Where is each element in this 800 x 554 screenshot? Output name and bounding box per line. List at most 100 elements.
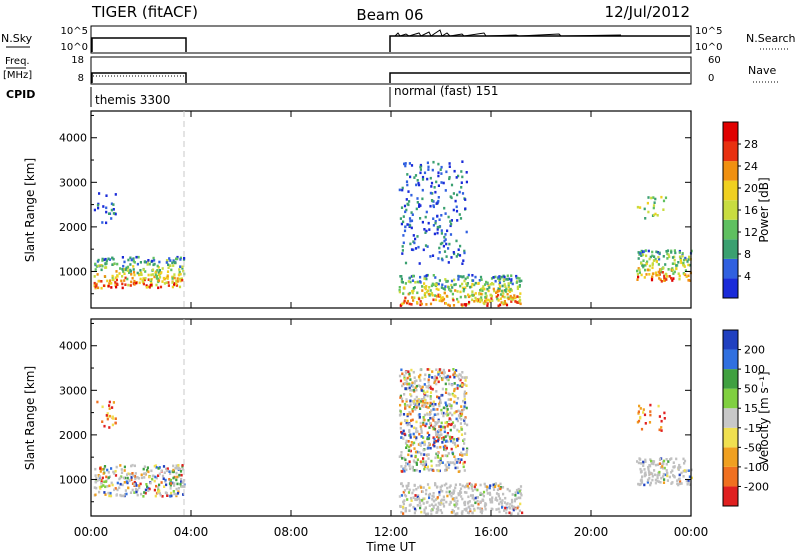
scatter-cell <box>434 403 437 406</box>
scatter-cell <box>497 276 500 279</box>
scatter-cell <box>430 387 433 390</box>
scatter-cell <box>112 470 115 474</box>
scatter-cell <box>463 395 466 398</box>
scatter-cell <box>123 279 126 282</box>
scatter-cell <box>144 472 147 475</box>
scatter-cell <box>655 259 658 263</box>
scatter-cell <box>416 301 419 304</box>
scatter-cell <box>114 417 117 420</box>
scatter-cell <box>436 225 439 229</box>
scatter-cell <box>160 481 163 484</box>
scatter-cell <box>451 436 454 439</box>
scatter-cell <box>421 490 424 493</box>
scatter-cell <box>143 260 146 264</box>
scatter-cell <box>517 487 520 491</box>
scatter-cell <box>489 484 492 487</box>
scatter-cell <box>130 476 133 479</box>
scatter-cell <box>505 511 508 515</box>
scatter-cell <box>463 390 466 394</box>
scatter-cell <box>481 289 484 292</box>
scatter-cell <box>108 426 111 429</box>
scatter-cell <box>678 255 682 259</box>
scatter-cell <box>112 208 115 211</box>
colorbar-tick-label: 28 <box>744 138 758 151</box>
scatter-cell <box>438 493 441 497</box>
scatter-cell <box>420 429 423 433</box>
scatter-cell <box>483 287 486 291</box>
scatter-cell <box>179 272 182 276</box>
scatter-cell <box>147 259 150 262</box>
scatter-cell <box>450 447 453 451</box>
scatter-cell <box>473 498 476 501</box>
scatter-cell <box>429 176 432 180</box>
scatter-cell <box>519 496 522 500</box>
scatter-cell <box>489 283 492 286</box>
scatter-cell <box>413 380 417 383</box>
scatter-cell <box>436 231 439 235</box>
scatter-cell <box>443 288 446 291</box>
scatter-cell <box>124 493 127 496</box>
scatter-cell <box>667 460 670 463</box>
scatter-cell <box>438 299 441 303</box>
scatter-cell <box>418 183 421 187</box>
scatter-cell <box>427 453 430 456</box>
scatter-cell <box>461 192 465 195</box>
scatter-cell <box>433 232 436 236</box>
scatter-cell <box>414 281 417 284</box>
scatter-cell <box>162 276 165 280</box>
scatter-cell <box>506 292 509 296</box>
scatter-cell <box>432 200 435 203</box>
nsearch-label: N.Search <box>746 32 796 45</box>
scatter-cell <box>453 441 457 445</box>
scatter-cell <box>479 289 482 292</box>
colorbar-tick-label: 16 <box>744 204 758 217</box>
scatter-cell <box>461 383 464 387</box>
scatter-cell <box>154 273 157 277</box>
scatter-cell <box>459 374 462 377</box>
scatter-cell <box>426 413 429 416</box>
scatter-cell <box>687 258 690 261</box>
scatter-cell <box>158 466 161 469</box>
scatter-cell <box>460 451 463 455</box>
scatter-cell <box>437 428 441 432</box>
scatter-cell <box>416 197 419 200</box>
scatter-cell <box>444 233 447 236</box>
scatter-cell <box>456 387 459 390</box>
scatter-cell <box>436 395 439 399</box>
scatter-cell <box>658 277 661 280</box>
scatter-cell <box>128 271 131 274</box>
scatter-cell <box>519 488 522 492</box>
nsky-panel: N.Sky 10^5 10^0 N.Search 10^5 10^0 <box>1 25 796 54</box>
scatter-cell <box>518 280 521 283</box>
scatter-cell <box>475 299 478 302</box>
scatter-cell <box>409 436 412 439</box>
scatter-cell <box>161 280 164 283</box>
scatter-cell <box>677 272 680 275</box>
scatter-cell <box>437 506 440 510</box>
scatter-cell <box>452 461 455 464</box>
scatter-cell <box>640 427 644 431</box>
scatter-cell <box>173 273 176 276</box>
scatter-cell <box>436 455 439 459</box>
scatter-cell <box>499 297 502 301</box>
scatter-cell <box>416 401 419 405</box>
scatter-cell <box>173 475 176 479</box>
scatter-cell <box>176 482 179 486</box>
scatter-cell <box>415 207 418 211</box>
scatter-cell <box>399 422 402 426</box>
scatter-cell <box>511 298 514 302</box>
scatter-cell <box>457 507 460 510</box>
scatter-cell <box>175 478 178 482</box>
scatter-cell <box>449 418 452 421</box>
scatter-cell <box>495 291 498 294</box>
scatter-cell <box>404 210 407 214</box>
scatter-cell <box>667 253 670 257</box>
scatter-cell <box>422 423 425 427</box>
scatter-cell <box>405 198 408 201</box>
scatter-cell <box>471 496 474 500</box>
scatter-cell <box>676 482 679 486</box>
scatter-cell <box>486 304 489 307</box>
scatter-cell <box>428 422 432 425</box>
scatter-cell <box>460 186 463 189</box>
